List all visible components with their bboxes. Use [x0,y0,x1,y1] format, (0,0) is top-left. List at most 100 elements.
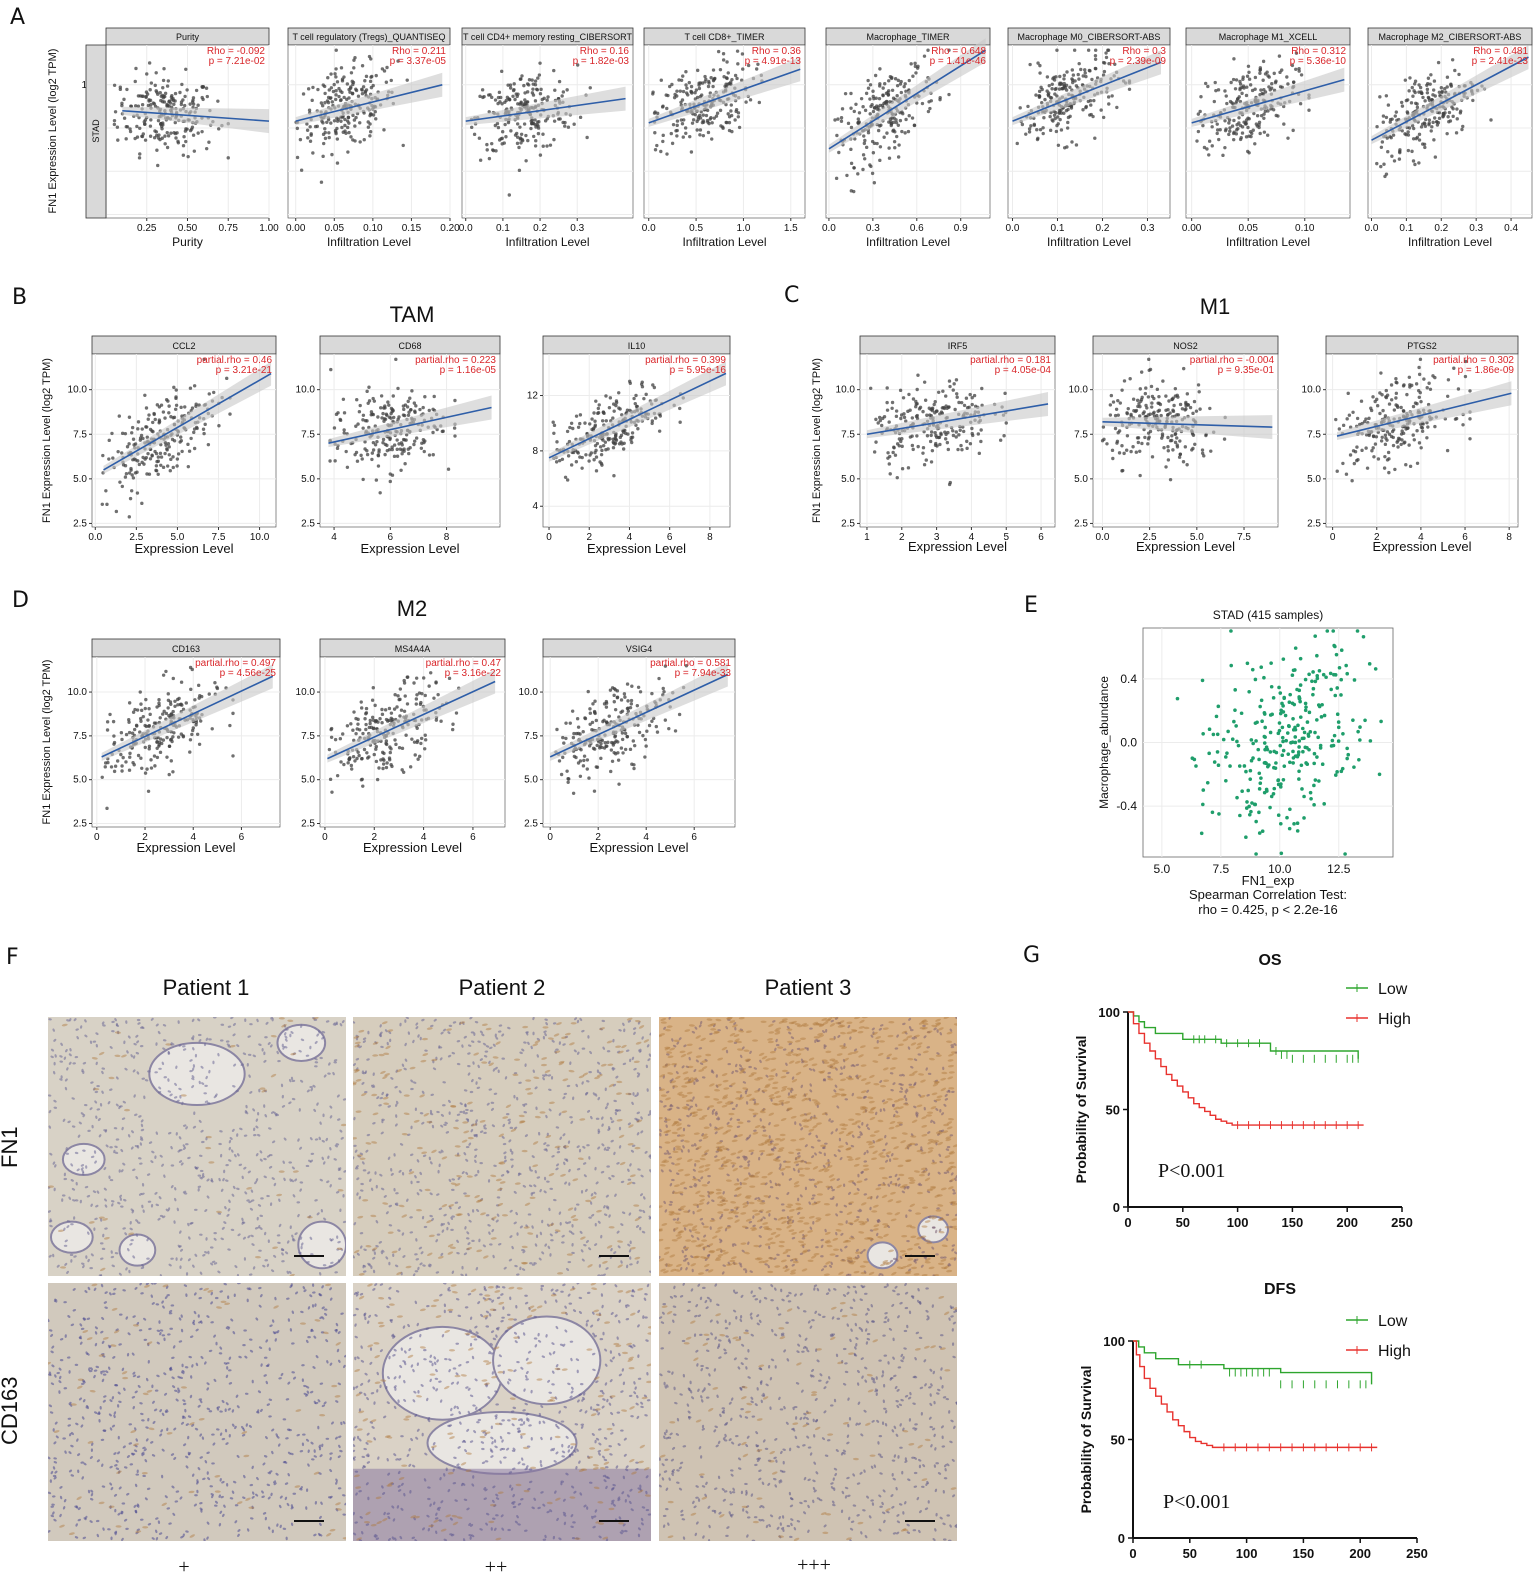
data-point [1237,116,1241,120]
data-point [498,100,502,104]
y-tick-label: 2.5 [841,518,855,529]
km-y-title: Probability of Survival [1073,1036,1089,1184]
data-point [735,76,739,81]
data-point [1238,82,1243,86]
data-point [387,447,392,452]
data-point [392,454,397,459]
panel-label-g: G [1023,943,1040,968]
data-point [1295,829,1300,833]
data-point [1376,457,1381,461]
data-point [870,171,875,176]
data-point [907,392,911,397]
data-point [572,731,576,736]
data-point [310,98,314,103]
data-point [1251,128,1255,132]
data-point [581,730,585,734]
data-point [1313,679,1318,684]
data-point [712,116,716,120]
data-point [680,122,685,126]
data-point [139,702,143,706]
facet-title: T cell regulatory (Tregs)_QUANTISEQ [292,32,445,42]
data-point [327,131,331,135]
data-point [389,78,393,83]
data-point [157,421,161,425]
data-point [360,64,365,68]
data-point [1244,769,1248,774]
data-point [161,738,166,742]
data-point [536,126,541,130]
data-point [153,417,157,422]
nucleus [132,1069,136,1073]
data-point [1364,446,1368,450]
x-tick-label: 7.5 [1237,532,1251,543]
data-point [359,453,363,458]
data-point [390,445,394,449]
data-point [138,94,143,98]
data-point [687,80,692,85]
nucleus [299,1146,303,1150]
data-point [1333,644,1337,649]
data-point [361,426,365,430]
data-point [536,131,541,136]
y-tick-label: 2.5 [73,818,87,829]
data-point [377,450,381,454]
data-point [642,396,646,401]
data-point [519,100,523,104]
x-tick-label: 8 [1506,532,1512,543]
data-point [394,357,398,362]
data-point [398,714,402,718]
data-point [1028,62,1032,67]
data-point [372,399,377,403]
data-point [1292,702,1297,707]
data-point [334,93,338,97]
data-point [119,752,123,757]
data-point [369,75,373,79]
data-point [327,88,331,92]
data-point [115,125,120,129]
data-point [1286,724,1291,728]
data-point [408,765,413,769]
data-point [588,422,592,426]
data-point [979,439,983,444]
data-point [163,142,167,146]
data-point [112,122,117,127]
data-point [1058,74,1062,79]
data-point [1404,463,1408,467]
data-point [937,435,942,440]
data-point [116,138,120,142]
data-point [929,433,933,438]
data-point [330,100,334,104]
data-point [346,115,351,120]
data-point [1287,826,1292,831]
data-point [968,441,973,446]
data-point [354,115,358,120]
data-point [748,98,753,102]
nucleus [316,1102,319,1106]
data-point [1455,107,1459,111]
data-point [1341,461,1345,466]
data-point [1115,105,1119,110]
data-point [202,431,206,436]
data-point [1166,435,1170,440]
data-point [524,159,528,163]
stat-rho: Rho = 0.648 [931,46,986,57]
data-point [1181,366,1186,371]
data-point [379,394,384,398]
data-point [970,402,974,407]
data-point [1410,85,1414,90]
data-point [168,469,172,473]
data-point [685,86,689,90]
data-point [603,741,607,745]
data-point [188,386,193,390]
data-point [533,99,538,103]
y-tick-label: 10.0 [1069,385,1089,396]
data-point [490,148,495,152]
data-point [171,770,175,774]
data-point [1331,629,1336,633]
data-point [342,95,346,100]
data-point [868,163,872,167]
data-point [959,400,964,405]
data-point [626,699,630,703]
stat-rho: partial.rho = 0.399 [645,355,726,366]
data-point [1268,750,1273,754]
